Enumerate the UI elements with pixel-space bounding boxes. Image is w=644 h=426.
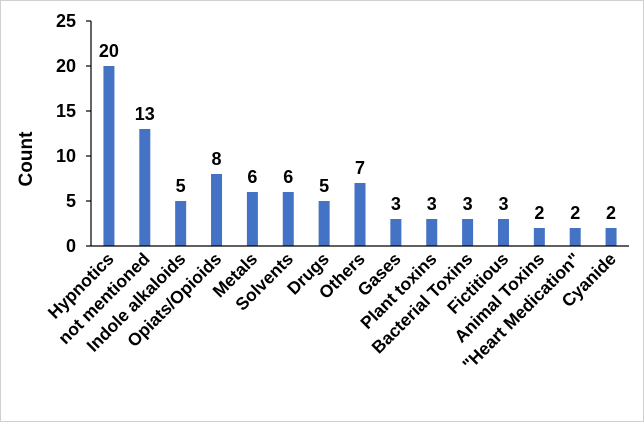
bar	[390, 219, 402, 246]
bar	[139, 129, 151, 246]
bar	[103, 66, 115, 246]
data-label: 20	[99, 41, 119, 61]
data-label: 2	[534, 203, 544, 223]
data-label: 6	[247, 167, 257, 187]
bar	[282, 192, 294, 246]
y-tick-label: 20	[56, 56, 76, 76]
y-tick-label: 5	[66, 191, 76, 211]
bar	[426, 219, 438, 246]
bar	[354, 183, 366, 246]
data-label: 5	[319, 176, 329, 196]
y-tick-label: 25	[56, 11, 76, 31]
data-label: 3	[463, 194, 473, 214]
bar	[605, 228, 617, 246]
data-label: 7	[355, 158, 365, 178]
data-labels: 20 13 5 8 6 6 5 7 3 3 3 3 2 2 2	[99, 41, 616, 223]
y-tick-label: 15	[56, 101, 76, 121]
data-label: 3	[391, 194, 401, 214]
data-label: 2	[606, 203, 616, 223]
data-label: 6	[283, 167, 293, 187]
bar	[533, 228, 545, 246]
bars	[103, 66, 617, 246]
y-tick-label: 10	[56, 146, 76, 166]
bar	[211, 174, 223, 246]
data-label: 5	[176, 176, 186, 196]
bar	[246, 192, 258, 246]
data-label: 3	[498, 194, 508, 214]
y-axis: 0 5 10 15 20 25	[56, 11, 92, 256]
data-label: 8	[212, 149, 222, 169]
y-tick-label: 0	[66, 236, 76, 256]
bar	[318, 201, 330, 246]
bar	[569, 228, 581, 246]
data-label: 3	[427, 194, 437, 214]
bar	[175, 201, 187, 246]
data-label: 13	[135, 104, 155, 124]
bar	[462, 219, 474, 246]
data-label: 2	[570, 203, 580, 223]
y-axis-label: Count	[16, 131, 37, 187]
bar	[497, 219, 509, 246]
